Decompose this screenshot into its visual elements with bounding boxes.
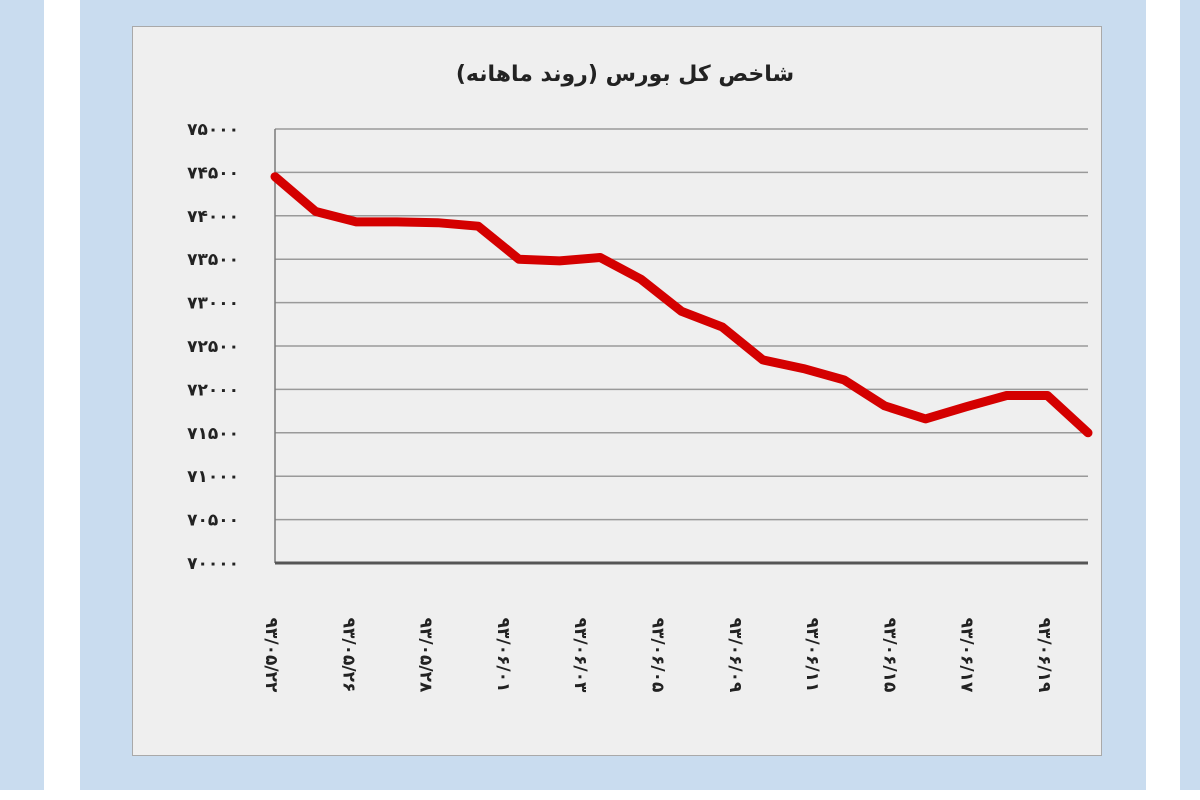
x-tick-label: ۹۳/۰۶/۰۹ <box>725 618 745 693</box>
x-tick-label: ۹۳/۰۶/۰۳ <box>570 618 590 693</box>
y-tick-label: ۷۲۵۰۰ <box>187 337 239 357</box>
x-tick-label: ۹۳/۰۶/۱۵ <box>879 618 899 693</box>
x-axis-ticks: ۹۳/۰۵/۲۲ ۹۳/۰۵/۲۶ ۹۳/۰۵/۲۸ ۹۳/۰۶/۰۱ ۹۳/۰۶/۰۳… <box>261 618 1054 693</box>
y-axis-ticks: ۷۰۰۰۰ ۷۰۵۰۰ ۷۱۰۰۰ ۷۱۵۰۰ ۷۲۰۰۰ ۷۲۵۰۰ ۷۳۰۰۰ ۷۳۵۰۰… <box>187 120 239 574</box>
chart-title: شاخص کل بورس (روند ماهانه) <box>456 62 794 87</box>
y-tick-label: ۷۳۰۰۰ <box>187 294 239 314</box>
y-tick-label: ۷۴۰۰۰ <box>187 207 239 227</box>
y-tick-label: ۷۴۵۰۰ <box>187 163 239 183</box>
line-chart: شاخص کل بورس (روند ماهانه) ۷۰۰۰۰ ۷۰۵۰۰ ۷۱۰… <box>187 62 1093 693</box>
x-tick-label: ۹۳/۰۶/۱۹ <box>1034 618 1054 693</box>
y-tick-label: ۷۵۰۰۰ <box>187 120 239 140</box>
y-tick-label: ۷۲۰۰۰ <box>187 380 239 400</box>
left-background-panel <box>0 0 44 790</box>
x-tick-label: ۹۳/۰۶/۰۵ <box>648 618 668 693</box>
right-background-panel <box>1180 0 1200 790</box>
x-tick-label: ۹۳/۰۵/۲۲ <box>261 618 281 693</box>
x-tick-label: ۹۳/۰۵/۲۶ <box>338 618 358 693</box>
chart-panel: شاخص کل بورس (روند ماهانه) ۷۰۰۰۰ ۷۰۵۰۰ ۷۱۰… <box>132 26 1102 756</box>
x-tick-label: ۹۳/۰۶/۰۱ <box>493 618 513 693</box>
x-tick-label: ۹۳/۰۶/۱۷ <box>957 618 977 693</box>
y-tick-label: ۷۰۰۰۰ <box>187 554 239 574</box>
series-group <box>270 172 1093 438</box>
x-tick-label: ۹۳/۰۵/۲۸ <box>416 618 436 693</box>
series-line <box>270 172 1093 438</box>
y-tick-label: ۷۱۰۰۰ <box>187 467 239 487</box>
gridlines <box>275 128 1088 521</box>
y-tick-label: ۷۳۵۰۰ <box>187 250 239 270</box>
y-tick-label: ۷۱۵۰۰ <box>187 424 239 444</box>
y-tick-label: ۷۰۵۰۰ <box>187 511 239 531</box>
x-tick-label: ۹۳/۰۶/۱۱ <box>802 618 822 693</box>
axes <box>274 129 1088 565</box>
